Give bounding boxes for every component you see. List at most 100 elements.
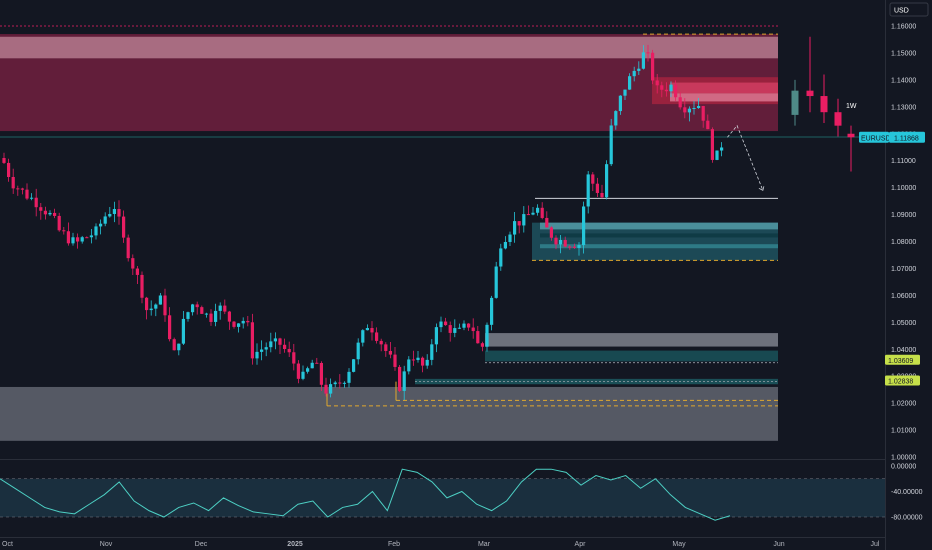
candle-body (531, 212, 535, 215)
candle-body (609, 125, 613, 165)
candle-body (379, 340, 383, 345)
price-tick-label: 1.08000 (891, 239, 916, 246)
candle-body (623, 89, 627, 96)
candle-body (237, 323, 241, 327)
candle-body (467, 323, 471, 328)
candle-body (333, 382, 337, 385)
candle-body (99, 223, 103, 227)
candle-body (25, 189, 29, 199)
candle-body (490, 297, 494, 325)
candle-body (517, 221, 521, 226)
time-tick-label: Nov (100, 541, 113, 548)
candle-body (168, 315, 172, 340)
price-tick-label: 1.07000 (891, 266, 916, 273)
candle-body (618, 95, 622, 112)
time-tick-label: 2025 (287, 541, 303, 548)
symbol-tag-box (859, 131, 889, 143)
candle-body (135, 268, 139, 275)
candle-body (209, 313, 213, 322)
demand-zone-band (540, 244, 778, 249)
price-tick-label: 1.10000 (891, 185, 916, 192)
candle-body (641, 52, 645, 69)
candle-body (39, 207, 43, 211)
candle-body (20, 188, 24, 190)
rsi-axis[interactable]: 0.00000 -40.00000 -80.00000 (891, 464, 923, 522)
candle-body (356, 342, 360, 360)
time-tick-label: Mar (478, 541, 491, 548)
candle-body (701, 105, 705, 121)
level-tag: 1.03609 (885, 354, 920, 365)
price-tick-label: 1.01000 (891, 428, 916, 435)
time-axis[interactable]: Oct Nov Dec 2025 Feb Mar Apr May Jun Jul (2, 541, 880, 548)
candle-body (287, 349, 291, 353)
candle-body (720, 147, 724, 151)
candle-body (710, 129, 714, 160)
rsi-band (0, 478, 885, 517)
candle-body (66, 231, 70, 244)
weekly-candle-body (847, 133, 855, 138)
candle-body (273, 338, 277, 342)
time-tick-label: Feb (388, 541, 400, 548)
candle-body (628, 76, 632, 90)
candle-body (393, 354, 397, 367)
candle-body (388, 350, 392, 355)
price-tick-label: 1.14000 (891, 77, 916, 84)
candle-body (62, 230, 66, 232)
gray-level-box (485, 333, 778, 347)
candle-body (117, 209, 121, 217)
weekly-candle-body (791, 90, 799, 115)
time-tick-label: Jun (773, 541, 784, 548)
candle-body (11, 176, 15, 189)
candle-body (76, 237, 80, 242)
candle-body (398, 366, 402, 391)
level-tag-box (885, 375, 920, 386)
weekly-timeframe-label: 1W (846, 103, 857, 110)
candle-body (508, 234, 512, 242)
candle-body (632, 70, 636, 77)
candle-body (637, 68, 641, 71)
candle-body (664, 89, 668, 92)
candle-body (7, 162, 11, 177)
weekly-candle-body (806, 90, 814, 97)
candle-body (85, 237, 89, 239)
candle-body (577, 245, 581, 248)
candle-body (191, 304, 195, 313)
rsi-tick-label: -40.00000 (891, 489, 923, 496)
price-tick-label: 1.13000 (891, 104, 916, 111)
candle-body (715, 150, 719, 160)
candle-body (402, 371, 406, 391)
candle-body (485, 324, 489, 347)
candle-body (384, 344, 388, 351)
candle-body (347, 371, 351, 383)
candle-body (559, 239, 563, 245)
symbol-name: EURUSD (861, 135, 891, 142)
currency-label: USD (894, 8, 909, 15)
currency-button[interactable] (889, 2, 929, 17)
time-tick-label: Dec (195, 541, 208, 548)
candle-body (503, 241, 507, 249)
candle-body (186, 312, 190, 319)
candle-body (669, 84, 673, 92)
candle-body (43, 210, 47, 215)
candle-body (30, 197, 34, 199)
candle-body (315, 362, 319, 364)
candle-body (536, 207, 540, 213)
projection-arrow (727, 124, 765, 191)
candle-body (89, 235, 93, 238)
candle-body (522, 214, 526, 226)
candle-body (232, 321, 236, 327)
candle-body (34, 197, 38, 208)
candle-body (218, 305, 222, 311)
candle-body (48, 212, 52, 215)
candle-body (660, 85, 664, 90)
candle-body (71, 237, 75, 244)
candle-body (586, 174, 590, 207)
candle-body (264, 347, 268, 350)
demand-zone-band (540, 233, 778, 238)
candle-body (329, 384, 333, 394)
candle-body (595, 183, 599, 193)
candle-body (310, 362, 314, 369)
price-tick-label: 1.02000 (891, 401, 916, 408)
candle-body (16, 188, 20, 190)
price-tick-label: 1.09000 (891, 212, 916, 219)
